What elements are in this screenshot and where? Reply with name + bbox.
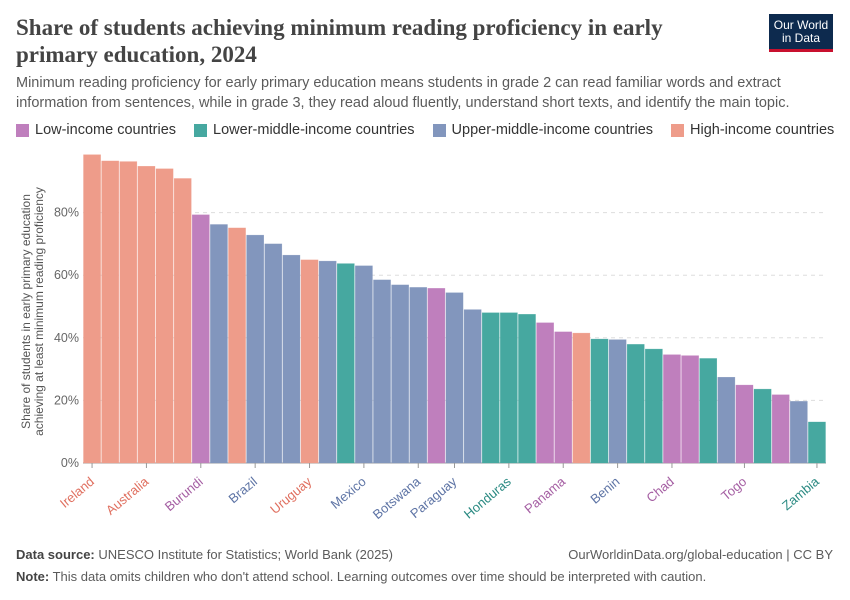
- legend-item-lower-middle-income[interactable]: Lower-middle-income countries: [194, 122, 415, 138]
- x-axis-ticks: Ireland Australia Burundi Brazil Uruguay Mexi…: [57, 463, 822, 522]
- bar[interactable]: [373, 279, 391, 464]
- x-tick-label: Benin: [587, 474, 622, 507]
- bar[interactable]: [481, 312, 500, 464]
- chart-title: Share of students achieving minimum read…: [16, 15, 663, 67]
- bar[interactable]: [336, 263, 355, 464]
- x-tick-label: Mexico: [328, 474, 369, 512]
- bar[interactable]: [717, 376, 736, 464]
- bar[interactable]: [83, 154, 101, 464]
- bar[interactable]: [137, 166, 156, 464]
- x-tick-label: Zambia: [779, 473, 822, 513]
- bars: [83, 154, 826, 464]
- bar[interactable]: [173, 178, 192, 464]
- y-tick-label: 20%: [54, 393, 79, 407]
- x-tick-label: Chad: [643, 474, 676, 505]
- bar[interactable]: [790, 401, 808, 464]
- bar[interactable]: [608, 339, 627, 464]
- bar[interactable]: [445, 292, 464, 464]
- bar[interactable]: [753, 388, 772, 464]
- bar[interactable]: [699, 358, 718, 464]
- legend-item-high-income[interactable]: High-income countries: [671, 122, 834, 138]
- x-tick-label: Panama: [521, 473, 568, 516]
- bar[interactable]: [282, 254, 301, 464]
- bar[interactable]: [427, 288, 446, 464]
- bar[interactable]: [391, 284, 409, 464]
- bar[interactable]: [228, 227, 246, 464]
- bar[interactable]: [500, 312, 518, 464]
- bar[interactable]: [626, 344, 645, 464]
- bar[interactable]: [155, 168, 174, 464]
- bar[interactable]: [210, 224, 228, 464]
- bar[interactable]: [771, 394, 790, 464]
- source-url[interactable]: OurWorldinData.org/global-education | CC…: [568, 547, 833, 562]
- bar[interactable]: [300, 259, 319, 464]
- legend-label: High-income countries: [690, 122, 835, 138]
- legend-label: Upper-middle-income countries: [451, 122, 654, 138]
- bar[interactable]: [572, 332, 591, 464]
- bar[interactable]: [355, 265, 373, 464]
- legend-swatch: [194, 123, 208, 137]
- owid-logo[interactable]: Our World in Data: [769, 14, 833, 52]
- note-label: Note:: [16, 569, 50, 584]
- x-tick-label: Honduras: [461, 473, 514, 521]
- x-tick-label: Ireland: [57, 474, 97, 511]
- bar[interactable]: [318, 260, 337, 464]
- bar[interactable]: [536, 322, 554, 464]
- bar[interactable]: [409, 287, 428, 464]
- bar[interactable]: [663, 354, 681, 464]
- legend-swatch: [16, 123, 29, 137]
- legend-swatch: [432, 123, 446, 137]
- bar[interactable]: [463, 309, 482, 464]
- bar[interactable]: [191, 214, 210, 464]
- logo-line-2: in Data: [781, 30, 821, 45]
- note-text: This data omits children who don't atten…: [52, 569, 707, 584]
- y-tick-label: 80%: [54, 206, 79, 220]
- x-tick-label: Uruguay: [267, 473, 315, 516]
- y-axis-ticks: 0% 20% 40% 60% 80%: [54, 206, 79, 470]
- bar[interactable]: [264, 243, 283, 464]
- bar[interactable]: [101, 160, 119, 464]
- chart-subtitle: Minimum reading proficiency for early pr…: [16, 75, 790, 111]
- bar[interactable]: [554, 331, 573, 464]
- bar[interactable]: [119, 161, 138, 464]
- bar[interactable]: [645, 348, 663, 464]
- logo-line-1: Our World: [773, 17, 829, 32]
- bar[interactable]: [246, 234, 264, 464]
- x-tick-label: Brazil: [226, 474, 261, 506]
- chart-note: Note: This data omits children who don't…: [16, 569, 706, 584]
- y-tick-label: 60%: [54, 268, 79, 282]
- data-source: Data source: UNESCO Institute for Statis…: [16, 547, 393, 562]
- bar[interactable]: [808, 421, 826, 464]
- y-axis-label: Share of students in early primary educa…: [19, 187, 46, 436]
- x-tick-label: Australia: [103, 473, 152, 517]
- legend: Low-income countries Lower-middle-income…: [16, 122, 834, 138]
- bar[interactable]: [681, 355, 699, 464]
- y-tick-label: 0%: [61, 456, 79, 470]
- bar[interactable]: [735, 384, 754, 464]
- x-tick-label: Burundi: [162, 474, 206, 514]
- legend-item-low-income[interactable]: Low-income countries: [16, 122, 176, 138]
- data-source-label: Data source:: [16, 547, 95, 562]
- y-tick-label: 40%: [54, 331, 79, 345]
- bar[interactable]: [590, 338, 609, 464]
- bar[interactable]: [518, 314, 536, 464]
- legend-label: Lower-middle-income countries: [213, 122, 415, 138]
- legend-label: Low-income countries: [35, 122, 177, 138]
- legend-swatch: [671, 123, 685, 137]
- data-source-text[interactable]: UNESCO Institute for Statistics; World B…: [98, 547, 393, 562]
- legend-item-upper-middle-income[interactable]: Upper-middle-income countries: [432, 122, 654, 138]
- x-tick-label: Togo: [718, 474, 749, 504]
